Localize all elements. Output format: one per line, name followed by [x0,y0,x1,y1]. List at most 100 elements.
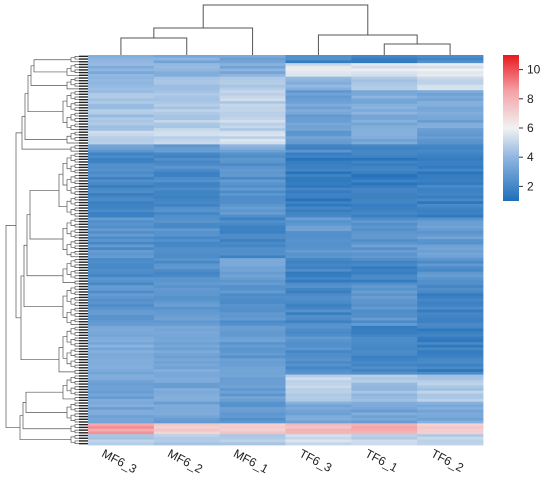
dendrogram-link [74,223,79,228]
dendrogram-link [70,271,75,278]
heatmap-cell [417,149,484,153]
heatmap-cell [153,182,221,186]
dendrogram-link [74,440,79,444]
heatmap-cell [351,404,418,408]
heatmap-cell [88,101,155,105]
heatmap-cell [285,171,352,175]
dendrogram-link [74,169,79,174]
heatmap-cell [285,439,352,443]
heatmap-cell [417,388,484,392]
heatmap-cell [153,190,221,194]
heatmap-cell [219,182,286,186]
heatmap-cell [417,136,484,140]
heatmap-cell [88,401,155,405]
heatmap-cell [417,396,484,400]
heatmap-cell [88,436,155,440]
heatmap-cell [417,198,484,202]
dendrogram-link [74,359,79,363]
heatmap-cell [285,323,352,327]
heatmap-cell [88,87,155,91]
heatmap-cell [153,203,221,208]
heatmap-cell [88,371,155,375]
heatmap-cell [153,328,221,332]
heatmap-cell [88,84,155,88]
heatmap-cell [417,339,484,343]
heatmap-cell [285,377,352,381]
heatmap-cell [219,73,286,78]
heatmap-cell [219,201,286,205]
heatmap-cell [285,236,352,240]
heatmap-cell [88,342,155,346]
heatmap-cell [417,117,484,121]
dendrogram-link [74,112,79,117]
dendrogram-link [74,413,79,417]
heatmap-cell [285,393,352,397]
heatmap-cell [285,217,352,221]
heatmap-cell [351,415,418,419]
heatmap-cell [417,65,484,69]
heatmap-cell [219,409,286,413]
dendrogram-link [70,298,75,305]
heatmap-cell [153,155,221,159]
heatmap-cell [285,255,352,259]
heatmap-cell [88,185,155,189]
heatmap-cell [219,266,286,270]
dendrogram-link [70,241,75,248]
heatmap-cell [219,152,286,156]
heatmap-cell [351,98,418,102]
heatmap-cell [285,73,352,78]
heatmap-cell [88,315,155,319]
dendrogram-link [74,275,79,279]
colorbar-tick-label: 8 [527,92,534,106]
heatmap-cell [417,60,484,64]
heatmap-cell [153,431,221,435]
heatmap-cell [417,293,484,297]
heatmap-cell [153,214,221,218]
dendrogram-link [70,165,75,172]
heatmap-cell [153,252,221,256]
heatmap-cell [285,320,352,324]
heatmap-cell [153,241,221,245]
heatmap-cell [417,185,484,189]
heatmap-cell [219,352,286,357]
heatmap-cell [417,282,484,286]
heatmap-cell [153,355,221,359]
heatmap-cell [417,306,484,310]
heatmap-cell [417,390,484,394]
heatmap-cell [88,279,155,283]
heatmap-cell [351,87,418,91]
heatmap-cell [351,407,418,411]
heatmap-cell [351,363,418,367]
heatmap-cell [417,130,484,134]
heatmap-cell [153,420,221,424]
heatmap-cell [153,325,221,329]
heatmap-cell [351,371,418,375]
dendrogram-link [74,302,79,306]
heatmap-cell [285,442,352,446]
heatmap-cell [285,233,352,237]
heatmap-cell [88,160,155,164]
heatmap-cell [417,404,484,408]
heatmap-cell [153,106,221,110]
heatmap-cell [153,103,221,107]
heatmap-cell [88,352,155,357]
heatmap-cell [285,120,352,124]
heatmap-cell [219,366,286,370]
heatmap-cell [351,312,418,316]
heatmap-cell [351,206,418,210]
heatmap-cell [285,304,352,308]
heatmap-cell [219,279,286,283]
heatmap-cell [219,377,286,381]
heatmap-cell [285,185,352,189]
heatmap-cell [285,117,352,121]
heatmap-cell [285,282,352,286]
heatmap-cell [351,160,418,164]
heatmap-cell [153,287,221,292]
heatmap-cell [417,228,484,232]
heatmap-cell [153,268,221,273]
heatmap-cell [219,317,286,321]
heatmap-cell [351,317,418,321]
heatmap-cell [285,358,352,362]
heatmap-cell [153,71,221,75]
heatmap-cell [351,244,418,248]
